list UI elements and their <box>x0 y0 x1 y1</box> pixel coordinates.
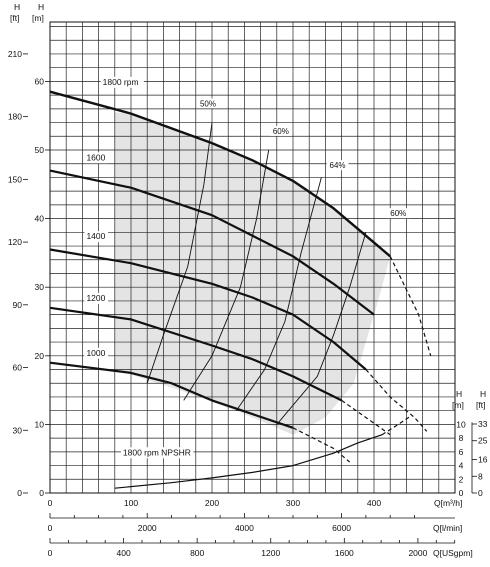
q-m3h-tick-label: 200 <box>205 498 219 508</box>
efficiency-label-bg <box>196 98 219 109</box>
h-m-tick-label: 20 <box>35 351 45 361</box>
h-m-tick-label: 60 <box>35 76 45 86</box>
efficiency-label-bg <box>269 125 292 136</box>
h-m-tick-label: 30 <box>35 282 45 292</box>
curve-label: 1200 <box>86 293 105 303</box>
q-usgpm-tick-label: 2000 <box>408 548 427 558</box>
q-lmin-tick-label: 4000 <box>235 523 254 533</box>
efficiency-label: 60% <box>390 209 406 218</box>
npshr-ft-tick-label: 0 <box>478 488 483 498</box>
h-ft-tick-label: 150 <box>8 174 22 184</box>
efficiency-label-bg <box>387 208 410 219</box>
q-usgpm-tick-label: 1600 <box>335 548 354 558</box>
efficiency-line <box>146 122 213 384</box>
npshr-curve <box>114 434 383 489</box>
curve-label-bg <box>84 152 109 164</box>
pump-curve <box>49 306 343 402</box>
npshr-m-tick-label: 4 <box>459 461 464 471</box>
curve-extension <box>341 399 391 436</box>
q-m3h-tick-label: 300 <box>286 498 300 508</box>
npshr-ft-tick-label: 8 <box>478 471 483 481</box>
q-m3h-tick-label: 0 <box>48 498 53 508</box>
curve-extension <box>365 369 428 432</box>
curve-label: 1000 <box>86 348 105 358</box>
npshr-ft-tick-label: 16 <box>478 455 488 465</box>
h-ft-tick-label: 90 <box>13 300 23 310</box>
curve-extension <box>292 427 351 463</box>
npshr-m-axis-name: H <box>456 389 462 399</box>
curve-label: 1400 <box>86 231 105 241</box>
npshr-ft-axis-unit: [ft] <box>476 400 485 410</box>
curve-label-bg <box>84 231 109 243</box>
efficiency-line <box>183 149 270 401</box>
pump-curve <box>49 248 367 371</box>
h-m-tick-label: 10 <box>35 419 45 429</box>
efficiency-label: 64% <box>330 161 346 170</box>
q-m3h-tick-label: 100 <box>124 498 138 508</box>
h-ft-axis-name: H <box>14 2 20 12</box>
h-ft-tick-label: 120 <box>8 237 22 247</box>
h-ft-tick-label: 180 <box>8 112 22 122</box>
h-ft-tick-label: 210 <box>8 49 22 59</box>
q-lmin-tick-label: 2000 <box>138 523 157 533</box>
h-ft-tick-label: 30 <box>13 425 23 435</box>
h-m-tick-label: 50 <box>35 145 45 155</box>
h-ft-axis-unit: [ft] <box>10 13 19 23</box>
npshr-m-axis-unit: [m] <box>452 400 464 410</box>
efficiency-label: 50% <box>200 99 216 108</box>
q-lmin-tick-label: 6000 <box>332 523 351 533</box>
curve-label-bg <box>120 447 194 459</box>
efficiency-line <box>235 177 322 411</box>
h-m-tick-label: 0 <box>39 488 44 498</box>
npshr-m-tick-label: 0 <box>459 488 464 498</box>
npshr-m-tick-label: 2 <box>459 474 464 484</box>
curve-extension <box>381 415 411 436</box>
pump-curve <box>49 169 375 316</box>
q-usgpm-axis-label: Q[USgpm] <box>433 548 473 558</box>
npshr-m-tick-label: 10 <box>456 419 466 429</box>
npshr-m-tick-label: 6 <box>459 447 464 457</box>
h-m-axis-name: H <box>38 2 44 12</box>
efficiency-label: 60% <box>273 127 289 136</box>
npshr-m-tick-label: 8 <box>459 433 464 443</box>
curve-label: 1800 rpm NPSHR <box>123 447 191 457</box>
h-m-axis-unit: [m] <box>32 13 44 23</box>
pump-curve <box>49 90 391 258</box>
curve-label: 1800 rpm <box>103 77 139 87</box>
q-usgpm-tick-label: 800 <box>190 548 204 558</box>
q-m3h-axis-label: Q[m³/h] <box>434 498 462 508</box>
curve-label-bg <box>84 347 109 359</box>
curve-label: 1600 <box>86 152 105 162</box>
q-usgpm-tick-label: 0 <box>48 548 53 558</box>
efficiency-line <box>276 232 367 425</box>
h-ft-tick-label: 0 <box>17 488 22 498</box>
q-m3h-tick-label: 400 <box>367 498 381 508</box>
h-m-tick-label: 40 <box>35 214 45 224</box>
q-usgpm-tick-label: 400 <box>116 548 130 558</box>
npshr-ft-tick-label: 25 <box>478 436 488 446</box>
pump-curve <box>49 361 294 429</box>
curve-label-bg <box>100 76 144 88</box>
npshr-ft-axis-name: H <box>480 389 486 399</box>
curve-extension <box>389 256 432 356</box>
q-usgpm-tick-label: 1200 <box>261 548 280 558</box>
npshr-ft-tick-label: 33 <box>478 419 488 429</box>
q-lmin-tick-label: 0 <box>48 523 53 533</box>
efficiency-label-bg <box>326 160 349 171</box>
h-ft-tick-label: 60 <box>13 363 23 373</box>
curve-label-bg <box>84 292 109 304</box>
q-lmin-axis-label: Q[l/min] <box>433 523 462 533</box>
plot-frame <box>49 21 456 494</box>
